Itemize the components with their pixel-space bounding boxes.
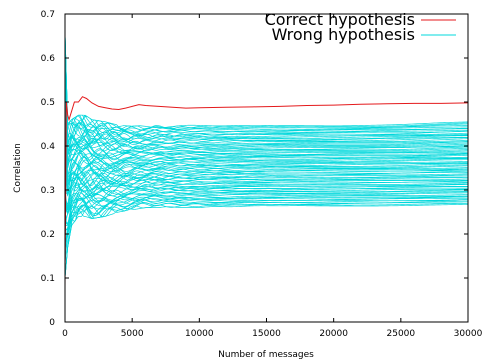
wrong-hypothesis-line [65,84,468,155]
wrong-hypothesis-line [65,192,468,263]
wrong-hypothesis-line [65,47,468,140]
wrong-hypothesis-line [65,109,468,174]
wrong-hypothesis-line [65,119,468,170]
wrong-hypothesis-line [65,31,468,134]
wrong-hypothesis-line [65,177,468,227]
y-tick-label: 0.4 [41,142,56,152]
wrong-hypothesis-line [65,58,468,132]
wrong-hypothesis-line [65,74,468,141]
wrong-hypothesis-line [65,109,468,160]
legend: Correct hypothesis Wrong hypothesis [265,10,456,44]
wrong-hypothesis-line [65,31,468,138]
wrong-hypothesis-line [65,182,468,214]
wrong-hypothesis-line [65,84,468,162]
y-tick-label: 0 [49,318,55,328]
y-tick-label: 0.6 [41,54,56,64]
y-tick-label: 0.3 [41,186,55,196]
wrong-hypothesis-line [65,162,468,190]
wrong-hypothesis-line [65,150,468,186]
y-axis-label: Correlation [13,143,23,193]
wrong-hypothesis-line [65,81,468,151]
wrong-hypothesis-line [65,189,468,216]
wrong-hypothesis-line [65,133,468,166]
wrong-hypothesis-line [65,31,468,131]
correct-hypothesis-line [65,96,468,287]
wrong-hypothesis-line [65,154,468,192]
plot-area [65,31,468,287]
wrong-hypothesis-line [65,191,468,223]
x-tick-label: 30000 [454,329,483,339]
wrong-hypothesis-line [65,195,468,224]
wrong-hypothesis-line [65,167,468,213]
legend-label-wrong: Wrong hypothesis [272,25,415,44]
x-tick-label: 10000 [185,329,214,339]
x-tick-label: 20000 [319,329,348,339]
wrong-hypothesis-line [65,176,468,206]
wrong-hypothesis-line [65,31,468,130]
x-tick-label: 15000 [252,329,281,339]
wrong-hypothesis-line [65,178,468,217]
wrong-hypothesis-line [65,99,468,157]
series-group [65,31,468,287]
x-axis-label: Number of messages [218,350,314,360]
wrong-hypothesis-line [65,125,468,177]
wrong-hypothesis-line [65,202,468,275]
wrong-hypothesis-line [65,197,468,279]
wrong-hypothesis-line [65,114,468,169]
y-tick-label: 0.5 [41,98,55,108]
y-tick-label: 0.2 [41,230,55,240]
x-tick-label: 0 [62,329,68,339]
wrong-hypothesis-line [65,185,468,231]
wrong-hypothesis-line [65,59,468,149]
wrong-hypothesis-line [65,166,468,195]
wrong-hypothesis-line [65,127,468,182]
wrong-hypothesis-line [65,31,468,134]
legend-label-correct: Correct hypothesis [265,10,415,29]
wrong-hypothesis-line [65,104,468,155]
wrong-hypothesis-line [65,96,468,152]
y-tick-label: 0.7 [41,10,55,20]
wrong-hypothesis-line [65,204,468,279]
x-tick-label: 5000 [121,329,144,339]
x-tick-label: 25000 [387,329,416,339]
wrong-hypothesis-line [65,87,468,158]
wrong-hypothesis-line [65,134,468,183]
wrong-hypothesis-line [65,38,468,138]
wrong-hypothesis-line [65,171,468,196]
axes: 0 0.1 0.2 0.3 0.4 0.5 0.6 0.7 0 5000 10000 15000 200… [41,10,483,339]
y-tick-label: 0.1 [41,274,55,284]
wrong-hypothesis-line [65,202,468,276]
wrong-hypothesis-line [65,168,468,211]
wrong-hypothesis-line [65,195,468,225]
